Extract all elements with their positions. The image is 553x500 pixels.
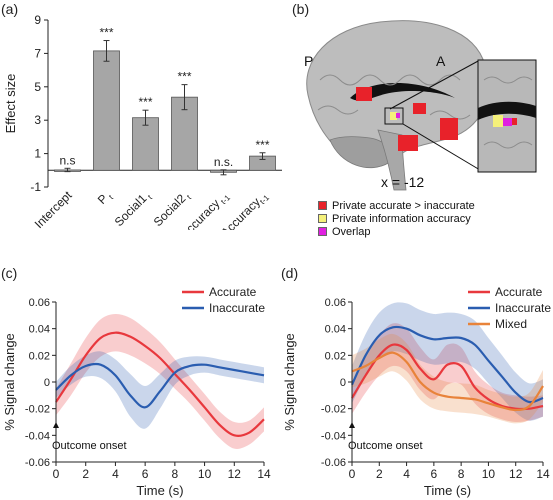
- x-tick-label: 0: [349, 467, 356, 481]
- x-tick-label: 0: [53, 467, 60, 481]
- legend-label: Mixed: [495, 317, 527, 331]
- activation-red-superior: [356, 87, 372, 101]
- y-tick-label: 5: [34, 80, 41, 94]
- brain-label-posterior: P: [304, 53, 313, 69]
- x-tick-label: 6: [142, 467, 149, 481]
- panel-label-d: (d): [281, 265, 299, 281]
- x-tick-label: 14: [536, 467, 550, 481]
- brain-legend: Private accurate > inaccurate Private in…: [318, 199, 475, 238]
- x-tick-label: 12: [228, 467, 242, 481]
- outcome-onset-label: Outcome onset: [52, 440, 127, 452]
- y-tick-label: -0.04: [321, 430, 346, 442]
- confidence-band: [352, 323, 543, 423]
- x-tick-label: 8: [172, 467, 179, 481]
- y-tick-label: -0.06: [321, 457, 346, 469]
- panel-label-c: (c): [1, 265, 18, 281]
- legend-swatch-magenta: [318, 227, 327, 236]
- brain-sagittal-slice-illustration: P A x = -12: [304, 20, 537, 191]
- y-axis-label: % Signal change: [282, 333, 297, 431]
- y-axis-label: % Signal change: [2, 333, 17, 431]
- gyri-texture: [317, 74, 471, 120]
- x-tick-label: Intercept: [32, 188, 75, 230]
- legend-swatch-yellow: [318, 214, 327, 223]
- onset-arrow-head: [53, 422, 59, 428]
- signal-change-line-chart-c: -0.06 -0.04 -0.02 0 0.02 0.04 0.06 0 2 4 6 8 10 12 14 T…: [2, 285, 271, 498]
- significance-label: ***: [138, 95, 152, 109]
- significance-label: n.s: [59, 153, 75, 167]
- x-tick-label: 12: [509, 467, 523, 481]
- legend-label: Inaccurate: [209, 301, 265, 315]
- y-tick-label: -1: [30, 180, 41, 194]
- legend-label: Inaccurate: [495, 301, 551, 315]
- x-tick-label: Social1 t: [112, 188, 155, 230]
- legend-label: Private accurate > inaccurate: [332, 199, 475, 212]
- y-tick-label: 9: [34, 13, 41, 27]
- y-tick-label: 0.06: [29, 297, 50, 309]
- x-tick-label: 4: [112, 467, 119, 481]
- x-tick-label: 2: [82, 467, 89, 481]
- outcome-onset-label: Outcome onset: [348, 440, 423, 452]
- x-tick-label: 14: [257, 467, 271, 481]
- zoom-inset: [477, 59, 537, 173]
- y-tick-label: 7: [34, 46, 41, 60]
- x-axis-label: Time (s): [424, 483, 471, 498]
- series-line: [55, 362, 265, 409]
- x-tick-label: 4: [403, 467, 410, 481]
- series-line: [351, 325, 544, 404]
- significance-label: ***: [255, 138, 269, 152]
- y-tick-label: 1: [34, 147, 41, 161]
- activation-red-frontal: [413, 103, 426, 114]
- y-tick-label: 0: [340, 377, 346, 389]
- y-tick-label: -0.04: [25, 430, 50, 442]
- y-tick-label: 0.06: [325, 297, 346, 309]
- y-axis-label: Effect size: [3, 74, 18, 134]
- y-tick-label: 0.02: [325, 350, 346, 362]
- zoom-line-top: [389, 59, 481, 110]
- legend-label: Private information accuracy: [332, 212, 471, 225]
- zoom-selection-box: [384, 107, 404, 125]
- zoom-line-bottom: [402, 123, 481, 171]
- panel-label-a: (a): [1, 1, 19, 17]
- x-tick-label: 2: [376, 467, 383, 481]
- activation-yellow: [390, 112, 397, 120]
- legend-swatch-red: [318, 201, 327, 210]
- significance-label: ***: [177, 70, 191, 84]
- activation-red-ventral: [398, 135, 418, 151]
- y-tick-label: -0.02: [25, 404, 50, 416]
- x-tick-label: 8: [458, 467, 465, 481]
- brain-label-anterior: A: [436, 53, 446, 69]
- x-axis-label: Time (s): [136, 483, 183, 498]
- activation-magenta: [396, 113, 400, 118]
- y-tick-label: 0.04: [325, 324, 346, 336]
- x-tick-label: P t: [95, 188, 116, 209]
- legend-label: Overlap: [332, 225, 371, 238]
- x-tick-label: 6: [431, 467, 438, 481]
- x-tick-label: 10: [198, 467, 212, 481]
- y-tick-label: 0.04: [29, 324, 50, 336]
- legend-item-private-accurate-gt-inaccurate: Private accurate > inaccurate: [318, 199, 475, 212]
- legend-label: Accurate: [209, 285, 257, 299]
- significance-label: ***: [99, 26, 113, 40]
- legend-item-overlap: Overlap: [318, 225, 475, 238]
- bar: [93, 50, 120, 171]
- series-line: [351, 343, 544, 411]
- activation-red-medial: [440, 118, 458, 140]
- y-tick-label: 0.02: [29, 350, 50, 362]
- effect-size-bar-chart: -1 1 3 5 7 9 Effect size n.s Intercept *** P t *** S…: [3, 13, 282, 230]
- legend-item-private-information-accuracy: Private information accuracy: [318, 212, 475, 225]
- y-tick-label: 0: [44, 377, 50, 389]
- confidence-band: [352, 302, 543, 421]
- y-tick-label: -0.02: [321, 404, 346, 416]
- series-line: [351, 351, 544, 412]
- panel-label-b: (b): [292, 1, 310, 17]
- onset-arrow-head: [349, 422, 355, 428]
- y-tick-label: -0.06: [25, 457, 50, 469]
- x-tick-label: 10: [482, 467, 496, 481]
- significance-label: n.s.: [214, 155, 233, 169]
- brain-slice-coordinate: x = -12: [381, 174, 424, 190]
- y-tick-label: 3: [34, 113, 41, 127]
- series-line: [55, 331, 265, 437]
- legend-label: Accurate: [495, 285, 543, 299]
- signal-change-line-chart-d: -0.06 -0.04 -0.02 0 0.02 0.04 0.06 0 2 4 6 8 10 12 14 T…: [282, 285, 551, 498]
